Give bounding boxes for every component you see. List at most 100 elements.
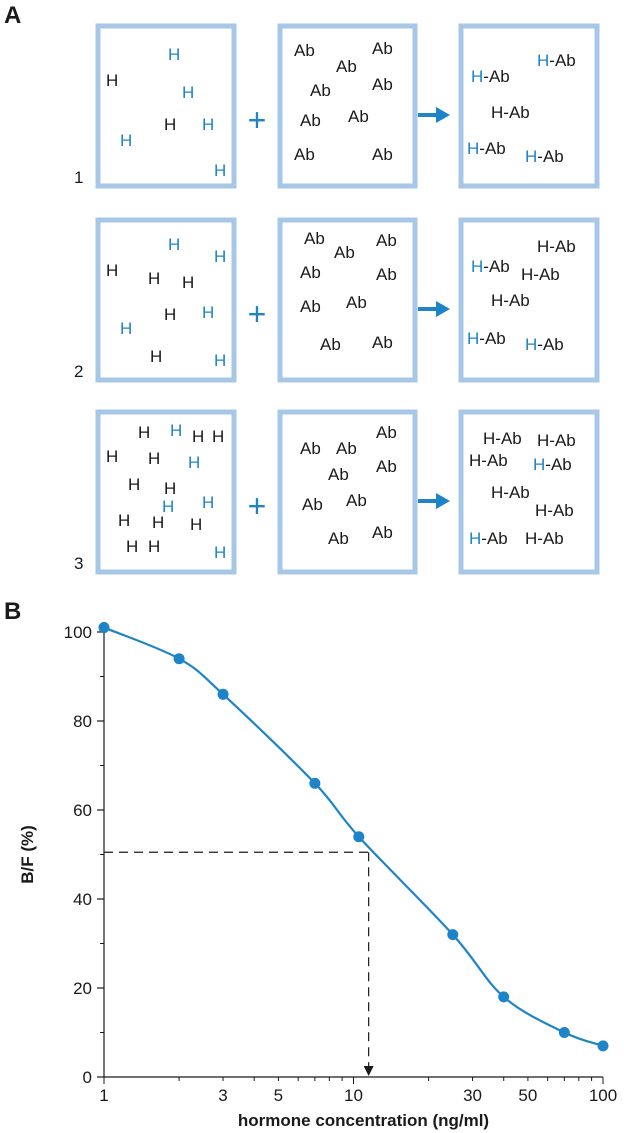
hormone-label: H [152, 513, 164, 532]
antibody-box [277, 23, 418, 189]
hormone-label: H [118, 511, 130, 530]
complex-label: H-Ab [471, 67, 510, 86]
y-tick-label: 60 [73, 801, 92, 820]
complex-label: H-Ab [521, 265, 560, 284]
complex-label: H-Ab [537, 237, 576, 256]
complex-label: H-Ab [467, 139, 506, 158]
hormone-label: H [120, 131, 132, 150]
antibody-label: Ab [372, 333, 393, 352]
hormone-label: H [214, 161, 226, 180]
antibody-label: Ab [376, 231, 397, 250]
hormone-label: H [192, 427, 204, 446]
antibody-label: Ab [300, 263, 321, 282]
complex-label: H-Ab [525, 335, 564, 354]
antibody-box [277, 409, 418, 575]
hormone-label: H [120, 319, 132, 338]
antibody-label: Ab [334, 243, 355, 262]
antibody-label: Ab [346, 491, 367, 510]
hormone-label: H [202, 115, 214, 134]
complex-box [458, 409, 600, 575]
hormone-label: H [148, 449, 160, 468]
complex-label: H-Ab [467, 329, 506, 348]
hormone-label: H [214, 351, 226, 370]
hormone-label: H [214, 247, 226, 266]
x-tick-label: 100 [589, 1086, 617, 1105]
arrow-head [436, 493, 450, 509]
hormone-label: H [164, 479, 176, 498]
hormone-label: H [168, 235, 180, 254]
antibody-label: Ab [300, 297, 321, 316]
hormone-label: H [106, 71, 118, 90]
row-number: 2 [74, 362, 83, 381]
row-number: 1 [74, 168, 83, 187]
hormone-box [95, 217, 237, 383]
plus-sign: + [248, 296, 267, 332]
y-tick-label: 40 [73, 890, 92, 909]
antibody-label: Ab [376, 265, 397, 284]
complex-label: H-Ab [483, 429, 522, 448]
y-axis-title: B/F (%) [18, 825, 37, 884]
antibody-label: Ab [300, 439, 321, 458]
antibody-label: Ab [304, 229, 325, 248]
antibody-label: Ab [372, 75, 393, 94]
plus-sign: + [248, 488, 267, 524]
antibody-label: Ab [348, 107, 369, 126]
data-point [558, 1027, 570, 1038]
antibody-label: Ab [336, 57, 357, 76]
antibody-label: Ab [328, 465, 349, 484]
antibody-label: Ab [294, 145, 315, 164]
complex-box [458, 217, 600, 383]
antibody-label: Ab [376, 423, 397, 442]
antibody-label: Ab [300, 111, 321, 130]
x-axis-title: hormone concentration (ng/ml) [238, 1111, 489, 1130]
complex-label: H-Ab [525, 529, 564, 548]
hormone-label: H [170, 421, 182, 440]
complex-label: H-Ab [491, 103, 530, 122]
standard-curve-chart: 0 20 40 60 80 100 1 3 5 10 30 50 100 hormone concentr… [18, 622, 617, 1130]
hormone-label: H [162, 497, 174, 516]
data-point [498, 991, 510, 1003]
data-point [217, 688, 229, 700]
hormone-box [95, 409, 237, 575]
antibody-label: Ab [320, 335, 341, 354]
y-tick-label: 80 [73, 712, 92, 731]
y-tick-label: 100 [64, 623, 92, 642]
row-number: 3 [74, 554, 83, 573]
antibody-label: Ab [302, 495, 323, 514]
x-tick-label: 10 [344, 1086, 363, 1105]
data-point [353, 831, 365, 843]
complex-label: H-Ab [533, 455, 572, 474]
panel-b-letter: B [4, 598, 22, 625]
x-tick-label: 50 [518, 1086, 537, 1105]
hormone-label: H [106, 447, 118, 466]
antibody-label: Ab [376, 457, 397, 476]
x-tick-label: 3 [218, 1086, 227, 1105]
hormone-label: H [188, 453, 200, 472]
antibody-box [277, 217, 418, 383]
hormone-label: H [138, 423, 150, 442]
hormone-box [95, 23, 237, 189]
hormone-label: H [202, 303, 214, 322]
antibody-label: Ab [336, 439, 357, 458]
antibody-label: Ab [310, 81, 331, 100]
panel-a-letter: A [4, 2, 22, 29]
x-tick-label: 1 [99, 1086, 108, 1105]
complex-label: H-Ab [471, 257, 510, 276]
antibody-label: Ab [372, 523, 393, 542]
complex-label: H-Ab [535, 501, 574, 520]
hormone-label: H [150, 347, 162, 366]
hormone-label: H [212, 427, 224, 446]
complex-label: H-Ab [469, 529, 508, 548]
hormone-label: H [128, 475, 140, 494]
hormone-label: H [164, 115, 176, 134]
hormone-label: H [214, 543, 226, 562]
data-point [173, 653, 185, 665]
complex-label: H-Ab [537, 431, 576, 450]
hormone-label: H [106, 261, 118, 280]
x-tick-label: 30 [463, 1086, 482, 1105]
hormone-label: H [148, 269, 160, 288]
complex-label: H-Ab [491, 291, 530, 310]
